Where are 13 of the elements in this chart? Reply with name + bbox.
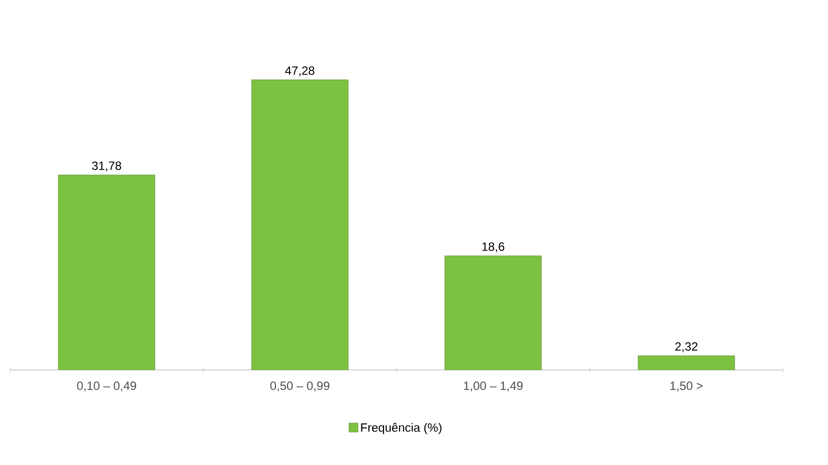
x-tick-label: 1,50 > [670,382,703,392]
legend-label: Frequência (%) [361,422,442,434]
data-label: 18,6 [482,242,504,252]
data-label: 2,32 [675,342,698,352]
bar [638,356,735,370]
data-label: 47,28 [285,66,314,76]
data-label: 31,78 [92,161,122,172]
x-tick-label: 0,50 – 0,99 [270,382,330,392]
bar [58,174,156,370]
x-tick-label: 0,10 – 0,49 [77,382,136,392]
bar [251,80,348,370]
bar [444,256,542,370]
x-tick-label: 1,00 – 1,49 [464,382,523,392]
